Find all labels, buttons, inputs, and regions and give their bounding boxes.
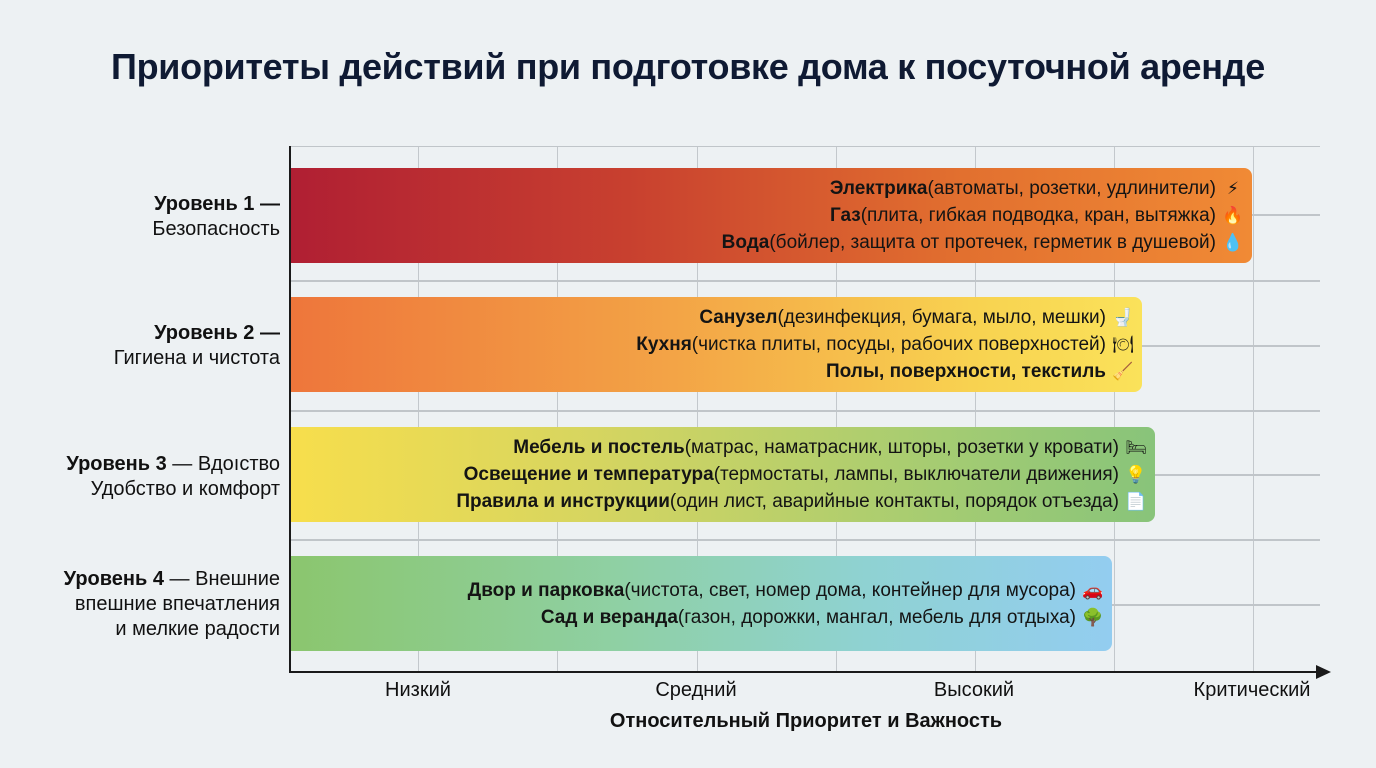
vertical-gridline bbox=[836, 146, 837, 672]
vertical-gridline bbox=[557, 146, 558, 672]
bar-level-1: Электрика (автоматы, розетки, удлинители… bbox=[291, 168, 1252, 263]
item-detail: (матрас, наматрасник, шторы, розетки у к… bbox=[684, 437, 1119, 458]
vertical-gridline bbox=[697, 146, 698, 672]
broom-icon: 🧹 bbox=[1112, 362, 1134, 381]
level-number: Уровень 3 bbox=[66, 453, 167, 475]
y-label-level-1: Уровень 1 — Безопасность bbox=[152, 192, 280, 242]
horizontal-gridline bbox=[291, 410, 1320, 412]
level-suffix: — Внешние bbox=[163, 568, 280, 590]
item-detail: (автоматы, розетки, удлинители) bbox=[927, 178, 1216, 199]
level-name: впешние впечатления bbox=[74, 593, 280, 615]
vertical-gridline bbox=[1114, 146, 1115, 672]
bar-item: Санузел (дезинфекция, бумага, мыло, мешк… bbox=[699, 304, 1134, 331]
bar-level-4: Двор и парковка (чистота, свет, номер до… bbox=[291, 556, 1112, 651]
level-number: Уровень 4 bbox=[63, 568, 164, 590]
level-name: Гигиена и чистота bbox=[113, 347, 280, 369]
item-title: Санузел bbox=[699, 307, 778, 328]
item-detail: (бойлер, защита от протечек, герметик в … bbox=[769, 232, 1216, 253]
horizontal-gridline bbox=[291, 146, 1320, 147]
water-drop-icon: 💧 bbox=[1222, 233, 1244, 252]
level-name: Безопасность bbox=[152, 218, 280, 240]
bed-icon: 🛏 bbox=[1125, 438, 1147, 457]
chart-title: Приоритеты действий при подготовке дома … bbox=[111, 46, 1265, 87]
bar-item: Двор и парковка (чистота, свет, номер до… bbox=[468, 577, 1104, 604]
x-tick-critical: Критический bbox=[1193, 679, 1311, 701]
car-icon: 🚗 bbox=[1082, 580, 1104, 600]
level-number: Уровень 1 — bbox=[154, 193, 280, 215]
bar-item: Полы, поверхности, текстиль 🧹 bbox=[826, 358, 1134, 385]
item-detail: (чистота, свет, номер дома, контейнер дл… bbox=[624, 579, 1076, 601]
y-label-level-4: Уровень 4 — Внешние впешние впечатления … bbox=[64, 567, 280, 642]
item-title: Освещение и температура bbox=[463, 464, 714, 485]
y-label-level-2: Уровень 2 — Гигиена и чистота bbox=[114, 321, 280, 371]
fire-icon: 🔥 bbox=[1222, 206, 1244, 225]
level-name-cont: и мелкие радости bbox=[115, 618, 280, 640]
bar-level-3: Мебель и постель (матрас, наматрасник, ш… bbox=[291, 427, 1155, 522]
bar-item: Правила и инструкции (один лист, аварийн… bbox=[456, 488, 1147, 515]
bar-level-2: Санузел (дезинфекция, бумага, мыло, мешк… bbox=[291, 297, 1142, 392]
light-bulb-icon: 💡 bbox=[1125, 465, 1147, 484]
level-number: Уровень 2 — bbox=[154, 322, 280, 344]
item-title: Электрика bbox=[829, 178, 928, 199]
item-detail: (дезинфекция, бумага, мыло, мешки) bbox=[777, 307, 1106, 328]
bar-item: Мебель и постель (матрас, наматрасник, ш… bbox=[513, 434, 1147, 461]
item-detail: (один лист, аварийные контакты, порядок … bbox=[669, 491, 1119, 512]
bar-item: Электрика (автоматы, розетки, удлинители… bbox=[830, 175, 1244, 202]
x-tick-medium: Средний bbox=[655, 679, 737, 701]
item-detail: (плита, гибкая подводка, кран, вытяжка) bbox=[860, 205, 1216, 226]
x-axis-line bbox=[289, 671, 1319, 673]
item-title: Полы, поверхности, текстиль bbox=[825, 361, 1106, 382]
plate-icon: 🍽 bbox=[1112, 335, 1134, 354]
item-title: Газ bbox=[829, 205, 861, 226]
bar-item: Кухня (чистка плиты, посуды, рабочих пов… bbox=[636, 331, 1134, 358]
item-detail: (термостаты, лампы, выключатели движения… bbox=[713, 464, 1119, 485]
tree-icon: 🌳 bbox=[1082, 607, 1104, 627]
horizontal-gridline bbox=[291, 539, 1320, 541]
document-icon: 📄 bbox=[1125, 492, 1147, 511]
bar-item: Вода (бойлер, защита от протечек, гермет… bbox=[722, 229, 1244, 256]
x-axis-label: Относительный Приоритет и Важность bbox=[609, 710, 1003, 732]
lightning-icon: ⚡ bbox=[1227, 179, 1239, 198]
level-name: Удобство и комфорт bbox=[90, 478, 280, 500]
item-title: Кухня bbox=[636, 334, 692, 355]
bar-item: Газ (плита, гибкая подводка, кран, вытяж… bbox=[830, 202, 1244, 229]
item-title: Правила и инструкции bbox=[456, 491, 670, 512]
item-title: Мебель и постель bbox=[513, 437, 685, 458]
item-detail: (газон, дорожки, мангал, мебель для отды… bbox=[677, 606, 1076, 628]
horizontal-gridline bbox=[291, 280, 1320, 282]
x-tick-low: Низкий bbox=[385, 679, 451, 701]
vertical-gridline bbox=[418, 146, 419, 672]
x-tick-high: Высокий bbox=[933, 679, 1015, 701]
toilet-icon: 🚽 bbox=[1112, 308, 1134, 327]
vertical-gridline bbox=[975, 146, 976, 672]
bar-item: Сад и веранда (газон, дорожки, мангал, м… bbox=[541, 604, 1104, 631]
item-title: Вода bbox=[721, 232, 770, 253]
item-detail: (чистка плиты, посуды, рабочих поверхнос… bbox=[691, 334, 1106, 355]
vertical-gridline bbox=[1253, 146, 1254, 672]
level-suffix: — Вдоıство bbox=[166, 453, 280, 475]
bar-item: Освещение и температура (термостаты, лам… bbox=[464, 461, 1147, 488]
x-axis-arrow-icon bbox=[1316, 665, 1331, 679]
y-axis-line bbox=[289, 146, 291, 673]
y-label-level-3: Уровень 3 — Вдоıство Удобство и комфорт bbox=[66, 452, 280, 502]
item-title: Сад и веранда bbox=[540, 606, 678, 628]
item-title: Двор и парковка bbox=[467, 579, 625, 601]
